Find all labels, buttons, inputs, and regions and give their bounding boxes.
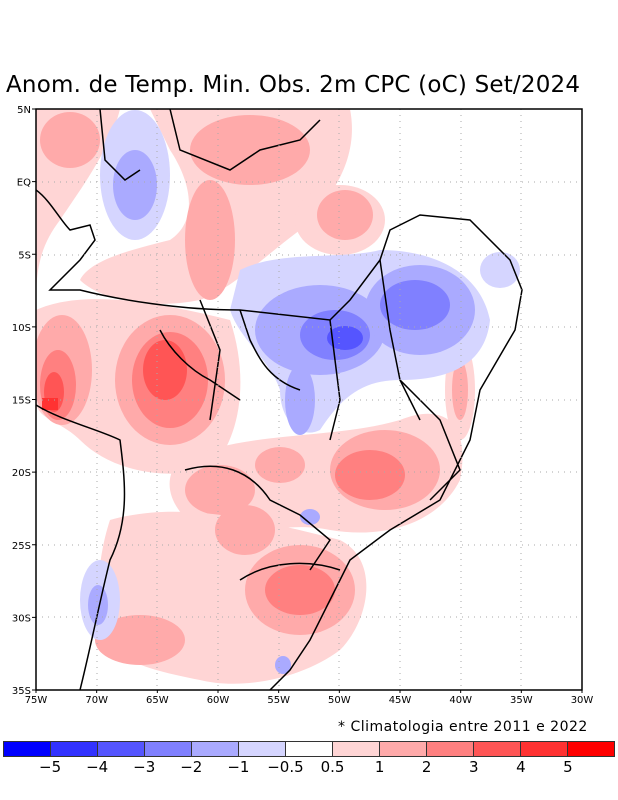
lat-tick-label: 10S: [12, 323, 31, 334]
lon-tick-label: 60W: [207, 695, 230, 706]
colorbar-segment: [568, 742, 614, 756]
colorbar-segment: [192, 742, 239, 756]
colorbar-segment: [4, 742, 51, 756]
lon-tick-label: 65W: [146, 695, 169, 706]
map-title: Anom. de Temp. Min. Obs. 2m CPC (oC) Set…: [6, 72, 581, 98]
colorbar-segment: [521, 742, 568, 756]
colorbar-label: −2: [180, 758, 203, 776]
colorbar-segment: [286, 742, 333, 756]
lat-tick-label: 35S: [12, 686, 31, 697]
colorbar-label: 2: [421, 758, 432, 776]
colorbar-label: −0.5: [267, 758, 304, 776]
colorbar-segment: [380, 742, 427, 756]
lat-tick-label: 25S: [12, 541, 31, 552]
colorbar-label: 3: [468, 758, 479, 776]
lat-axis: 5N EQ 5S 10S 15S 20S 25S 30S 35S: [12, 105, 36, 697]
colorbar-segment: [145, 742, 192, 756]
climatology-note: * Climatologia entre 2011 e 2022: [338, 719, 588, 735]
colorbar-segment: [239, 742, 286, 756]
colorbar-label: 4: [516, 758, 526, 776]
lon-tick-label: 75W: [25, 695, 48, 706]
lat-tick-label: 15S: [12, 396, 31, 407]
colorbar-label: 5: [563, 758, 573, 776]
lat-tick-label: 20S: [12, 468, 31, 479]
lat-tick-label: 5N: [17, 105, 31, 116]
anomaly-field: [36, 109, 582, 690]
colorbar-label: −4: [86, 758, 109, 776]
grid-lines: [36, 109, 582, 690]
colorbar-label: 0.5: [320, 758, 345, 776]
colorbar-label: −5: [39, 758, 62, 776]
lat-tick-label: 30S: [12, 613, 31, 624]
colorbar: [3, 741, 615, 757]
lon-tick-label: 55W: [267, 695, 290, 706]
colorbar-label: −3: [133, 758, 156, 776]
lon-tick-label: 70W: [85, 695, 108, 706]
lon-axis: 75W 70W 65W 60W 55W 50W 45W 40W 35W 30W: [25, 690, 594, 706]
lat-tick-label: EQ: [17, 178, 31, 189]
colorbar-segment: [98, 742, 145, 756]
colorbar-label: −1: [227, 758, 250, 776]
colorbar-segment: [333, 742, 380, 756]
lat-tick-label: 5S: [18, 250, 31, 261]
lon-tick-label: 40W: [449, 695, 472, 706]
colorbar-segment: [474, 742, 521, 756]
colorbar-segment: [427, 742, 474, 756]
lon-tick-label: 35W: [510, 695, 533, 706]
lon-tick-label: 30W: [571, 695, 594, 706]
colorbar-label: 1: [374, 758, 385, 776]
lon-tick-label: 50W: [328, 695, 351, 706]
colorbar-segment: [51, 742, 98, 756]
lon-tick-label: 45W: [389, 695, 412, 706]
